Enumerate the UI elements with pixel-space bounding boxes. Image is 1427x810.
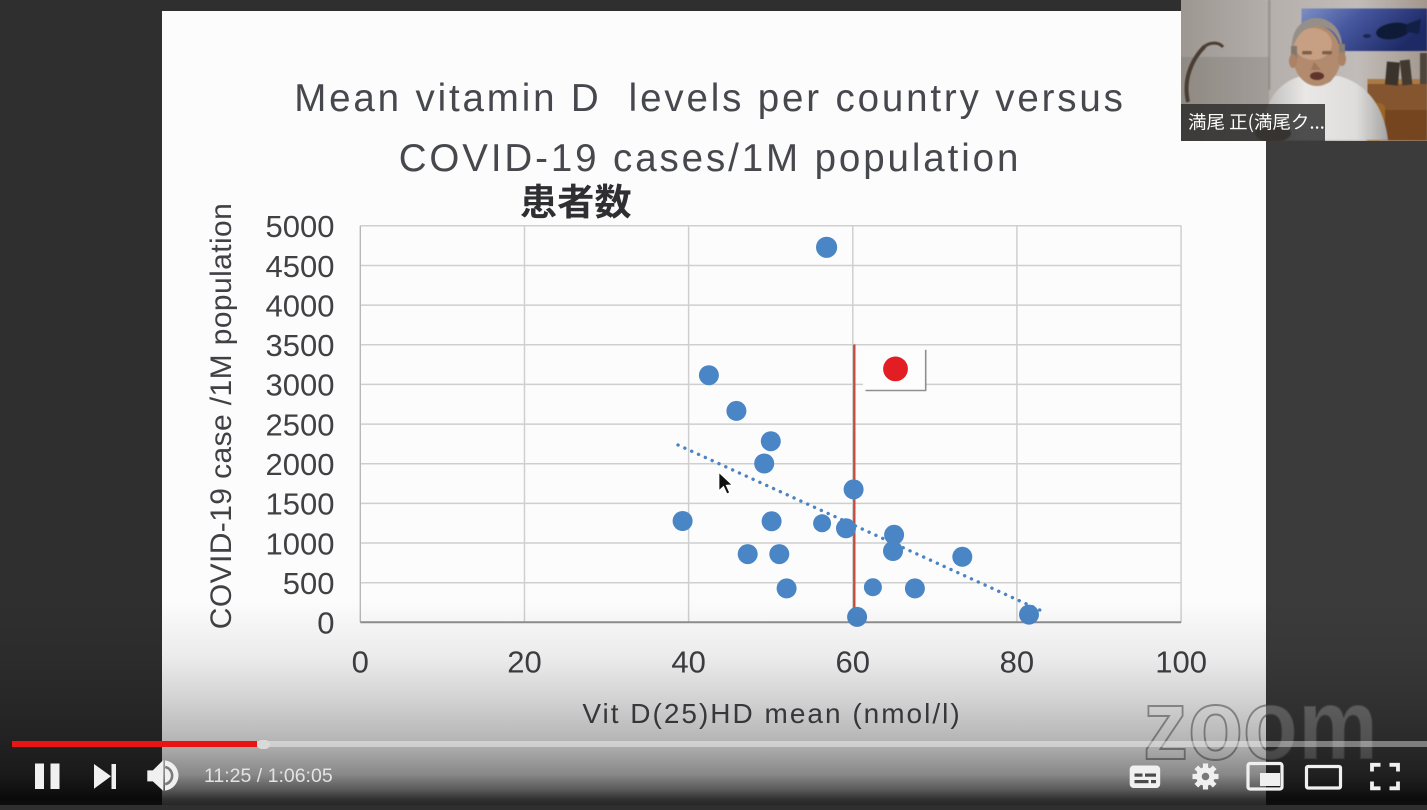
svg-text:11:25 / 1:06:05: 11:25 / 1:06:05 [204, 765, 333, 787]
svg-text:Mean vitamin D levels per cou: Mean vitamin D levels per country versus [294, 77, 1126, 120]
svg-text:COVID-19 cases/1M population: COVID-19 cases/1M population [399, 137, 1022, 180]
svg-text:5000: 5000 [266, 209, 335, 244]
svg-text:1500: 1500 [266, 487, 335, 522]
svg-text:4000: 4000 [266, 288, 335, 323]
svg-text:3000: 3000 [266, 368, 335, 403]
svg-text:3500: 3500 [266, 328, 335, 363]
svg-text:4500: 4500 [266, 249, 335, 284]
svg-text:COVID-19 case /1M population: COVID-19 case /1M population [205, 203, 238, 629]
svg-text:2500: 2500 [266, 407, 335, 442]
svg-text:2000: 2000 [266, 447, 335, 482]
svg-text:1000: 1000 [266, 526, 335, 561]
svg-text:500: 500 [283, 566, 335, 601]
